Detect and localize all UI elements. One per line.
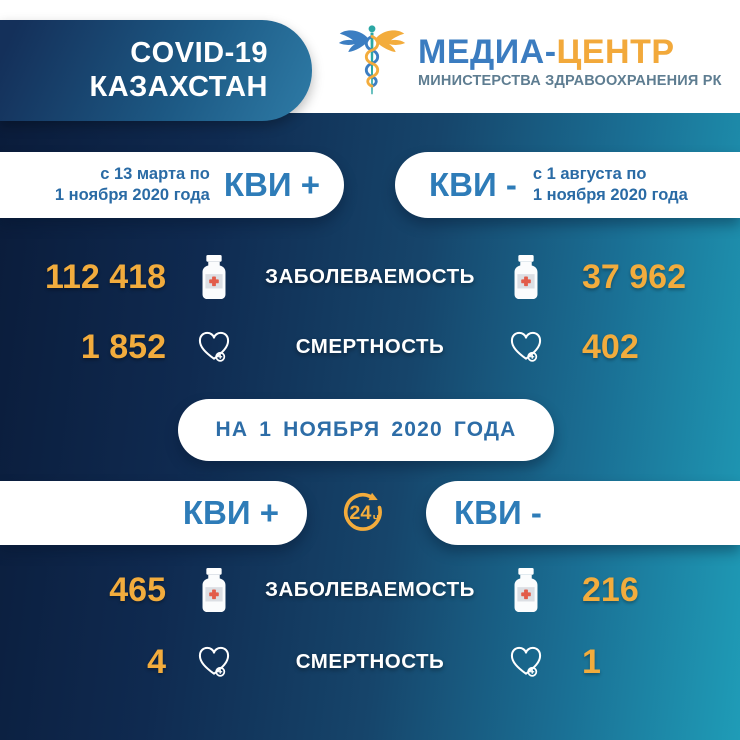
- logo-title: МЕДИА-ЦЕНТР: [418, 35, 722, 69]
- incidence-label: ЗАБОЛЕВАЕМОСТЬ: [265, 265, 475, 288]
- 24-hours-icon: 24 ч: [338, 485, 390, 537]
- daily-incidence-label: ЗАБОЛЕВАЕМОСТЬ: [265, 578, 475, 601]
- daily-kvi-minus-mortality-value: 1: [582, 642, 601, 681]
- kvi-minus-period-line2: 1 ноября 2020 года: [532, 186, 688, 204]
- daily-kvi-minus-pill: КВИ -: [426, 481, 740, 545]
- kvi-minus-period-line1: с 1 августа по: [532, 164, 647, 183]
- kvi-plus-label: КВИ +: [223, 166, 320, 203]
- kvi-minus-label: КВИ -: [429, 166, 517, 203]
- mortality-label: СМЕРТНОСТЬ: [295, 335, 445, 358]
- heart-stethoscope-icon: [508, 642, 544, 682]
- medicine-bottle-icon: [508, 568, 544, 612]
- daily-date-banner: НА 1 НОЯБРЯ 2020 ГОДА: [178, 399, 554, 461]
- logo-title-media: МЕДИА-: [418, 33, 557, 71]
- daily-kvi-plus-pill: КВИ +: [0, 481, 307, 545]
- logo-title-center: ЦЕНТР: [556, 33, 675, 71]
- caduceus-icon: [336, 22, 408, 102]
- daily-mortality-label: СМЕРТНОСТЬ: [295, 650, 445, 673]
- clock-unit: ч: [373, 512, 379, 524]
- heart-stethoscope-icon: [196, 327, 232, 367]
- medicine-bottle-icon: [196, 255, 232, 299]
- medicine-bottle-icon: [508, 255, 544, 299]
- heart-stethoscope-icon: [196, 642, 232, 682]
- logo-subtitle: МИНИСТЕРСТВА ЗДРАВООХРАНЕНИЯ РК: [418, 73, 722, 89]
- cumulative-kvi-plus-pill: с 13 марта по 1 ноября 2020 года КВИ +: [0, 152, 344, 218]
- heart-stethoscope-icon: [508, 327, 544, 367]
- daily-kvi-plus-mortality-value: 4: [147, 642, 166, 681]
- kvi-plus-period-line2: 1 ноября 2020 года: [54, 186, 210, 204]
- kvi-minus-incidence-value: 37 962: [582, 257, 686, 296]
- covid-kazakhstan-badge: COVID-19 КАЗАХСТАН: [0, 20, 312, 121]
- badge-line1: COVID-19: [130, 36, 268, 69]
- cumulative-kvi-minus-pill: КВИ - с 1 августа по 1 ноября 2020 года: [395, 152, 740, 218]
- daily-kvi-minus-incidence-value: 216: [582, 570, 639, 609]
- clock-value: 24: [349, 502, 371, 524]
- kvi-minus-period: с 1 августа по 1 ноября 2020 года: [533, 164, 688, 207]
- daily-incidence-row: 465 ЗАБОЛЕВАЕМОСТЬ 216: [0, 567, 740, 613]
- kvi-plus-period-line1: с 13 марта по: [100, 164, 210, 183]
- kvi-minus-mortality-value: 402: [582, 327, 639, 366]
- kvi-plus-incidence-value: 112 418: [44, 257, 166, 296]
- daily-kvi-plus-incidence-value: 465: [109, 570, 166, 609]
- daily-kvi-plus-label: КВИ +: [182, 494, 279, 531]
- logo-text: МЕДИА-ЦЕНТР МИНИСТЕРСТВА ЗДРАВООХРАНЕНИЯ…: [418, 35, 722, 89]
- kvi-plus-mortality-value: 1 852: [80, 327, 166, 366]
- daily-mortality-row: 4 СМЕРТНОСТЬ 1: [0, 639, 740, 685]
- badge-line2: КАЗАХСТАН: [89, 70, 268, 103]
- medicine-bottle-icon: [196, 568, 232, 612]
- cumulative-mortality-row: 1 852 СМЕРТНОСТЬ 402: [0, 324, 740, 370]
- daily-kvi-minus-label: КВИ -: [454, 494, 542, 531]
- kvi-plus-period: с 13 марта по 1 ноября 2020 года: [55, 164, 210, 207]
- cumulative-incidence-row: 112 418 ЗАБОЛЕВАЕМОСТЬ 37 962: [0, 254, 740, 300]
- media-center-logo: МЕДИА-ЦЕНТР МИНИСТЕРСТВА ЗДРАВООХРАНЕНИЯ…: [336, 22, 722, 102]
